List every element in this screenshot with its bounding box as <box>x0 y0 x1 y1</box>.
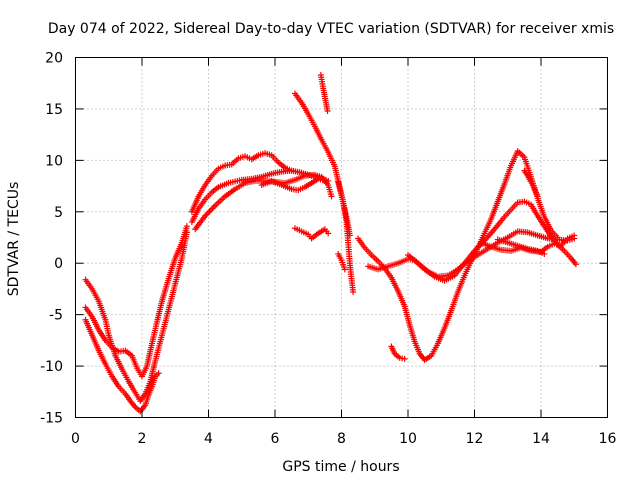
data-point <box>210 204 217 211</box>
y-tick-label: 15 <box>45 102 63 118</box>
series-track-6 <box>192 171 335 233</box>
data-point <box>324 107 331 114</box>
x-tick-labels: 0 2 4 6 8 10 12 14 16 <box>71 431 616 447</box>
data-point <box>155 370 162 377</box>
data-point <box>328 193 335 200</box>
data-point <box>350 289 357 296</box>
data-point <box>209 205 216 212</box>
y-tick-label: 20 <box>45 51 63 67</box>
data-point <box>401 355 408 362</box>
chart-title: Day 074 of 2022, Sidereal Day-to-day VTE… <box>48 21 614 37</box>
series-track-9 <box>317 71 331 114</box>
x-tick-label: 6 <box>271 431 280 447</box>
y-tick-label: -15 <box>40 411 63 427</box>
y-axis-label: SDTVAR / TECUs <box>6 182 22 297</box>
axis-ticks <box>75 57 608 418</box>
series-track-15 <box>405 228 578 280</box>
x-tick-label: 2 <box>138 431 147 447</box>
x-tick-label: 10 <box>399 431 417 447</box>
y-tick-label: 10 <box>45 153 63 169</box>
y-tick-label: 0 <box>54 256 63 272</box>
x-tick-label: 4 <box>204 431 213 447</box>
series-track-3 <box>82 316 162 415</box>
series-track-14 <box>365 198 579 284</box>
data-point <box>207 207 214 214</box>
series-track-2 <box>82 223 190 380</box>
series-track-18 <box>388 343 408 362</box>
series-track-19 <box>521 167 541 200</box>
data-point <box>341 266 348 273</box>
data-point <box>534 193 541 200</box>
x-tick-label: 14 <box>532 431 550 447</box>
series-track-1 <box>82 229 190 405</box>
grid <box>75 57 608 418</box>
data-point <box>572 261 579 268</box>
series-track-4 <box>188 150 295 215</box>
x-tick-label: 16 <box>599 431 617 447</box>
series-track-17 <box>494 236 548 257</box>
y-tick-label: 5 <box>54 205 63 221</box>
series-track-11 <box>291 225 332 242</box>
data-point <box>571 232 578 239</box>
x-tick-label: 12 <box>466 431 484 447</box>
data-marks <box>82 71 579 415</box>
data-point <box>321 177 328 184</box>
y-tick-labels: -15 -10 -5 0 5 10 15 20 <box>40 51 63 427</box>
series-track-12 <box>335 250 348 273</box>
data-point <box>206 208 213 215</box>
x-tick-label: 0 <box>71 431 80 447</box>
data-point <box>205 209 212 216</box>
data-point <box>183 223 190 230</box>
y-tick-label: -10 <box>40 359 63 375</box>
x-axis-label: GPS time / hours <box>282 459 399 475</box>
series-track-8 <box>291 90 353 239</box>
data-point <box>325 230 332 237</box>
data-point <box>541 250 548 257</box>
series-track-10 <box>335 178 357 296</box>
series-track-7 <box>258 175 328 194</box>
x-tick-label: 8 <box>337 431 346 447</box>
y-tick-label: -5 <box>49 308 63 324</box>
